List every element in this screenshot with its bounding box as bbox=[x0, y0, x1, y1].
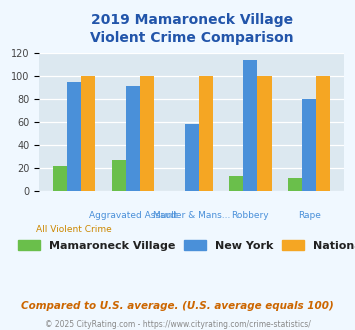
Bar bbox=[185, 124, 199, 191]
Legend: Mamaroneck Village, New York, National: Mamaroneck Village, New York, National bbox=[13, 236, 355, 255]
Bar bbox=[288, 178, 302, 191]
Bar bbox=[257, 76, 272, 191]
Text: © 2025 CityRating.com - https://www.cityrating.com/crime-statistics/: © 2025 CityRating.com - https://www.city… bbox=[45, 319, 310, 329]
Bar bbox=[53, 166, 67, 191]
Title: 2019 Mamaroneck Village
Violent Crime Comparison: 2019 Mamaroneck Village Violent Crime Co… bbox=[90, 14, 294, 45]
Bar bbox=[67, 82, 81, 191]
Bar bbox=[316, 76, 330, 191]
Bar bbox=[199, 76, 213, 191]
Text: Compared to U.S. average. (U.S. average equals 100): Compared to U.S. average. (U.S. average … bbox=[21, 301, 334, 311]
Bar bbox=[244, 60, 257, 191]
Text: Aggravated Assault: Aggravated Assault bbox=[89, 211, 177, 220]
Bar bbox=[126, 86, 140, 191]
Bar bbox=[229, 176, 244, 191]
Text: Rape: Rape bbox=[298, 211, 321, 220]
Text: All Violent Crime: All Violent Crime bbox=[37, 225, 112, 234]
Text: Robbery: Robbery bbox=[231, 211, 269, 220]
Bar bbox=[81, 76, 95, 191]
Bar bbox=[140, 76, 154, 191]
Text: Murder & Mans...: Murder & Mans... bbox=[153, 211, 230, 220]
Bar bbox=[302, 99, 316, 191]
Bar bbox=[112, 160, 126, 191]
